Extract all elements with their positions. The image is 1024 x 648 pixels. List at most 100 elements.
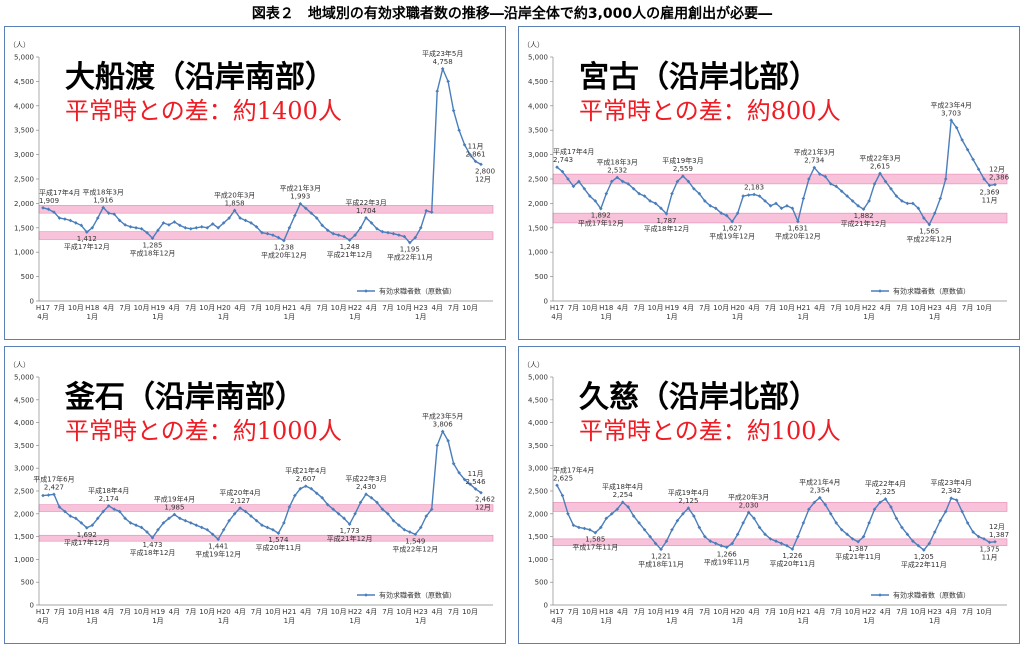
data-annotation: 平成19年4月 bbox=[154, 494, 195, 503]
data-point bbox=[697, 525, 702, 530]
data-label: 2,030 bbox=[739, 501, 759, 509]
data-point bbox=[599, 525, 603, 530]
x-tick-label: H19 1月 bbox=[664, 304, 680, 321]
data-point bbox=[653, 201, 658, 206]
data-point bbox=[293, 493, 297, 498]
data-point bbox=[746, 193, 751, 197]
data-point bbox=[911, 539, 915, 543]
data-point bbox=[167, 516, 171, 521]
data-point bbox=[818, 495, 822, 500]
x-tick-label: 10月 bbox=[462, 304, 479, 312]
data-point bbox=[730, 541, 734, 546]
y-tick-label: 2,500 bbox=[528, 488, 548, 496]
data-point bbox=[309, 211, 314, 215]
data-point bbox=[123, 223, 127, 227]
data-annotation: 平成22年3月 bbox=[345, 198, 386, 207]
data-point bbox=[462, 143, 467, 147]
data-point bbox=[571, 523, 576, 527]
x-tick-label: H17 4月 bbox=[549, 608, 565, 625]
data-label: 1,248 bbox=[340, 243, 360, 251]
data-point bbox=[468, 482, 472, 486]
x-tick-label: H23 1月 bbox=[927, 608, 942, 625]
data-point bbox=[314, 491, 319, 496]
data-label: 1,441 bbox=[208, 542, 228, 550]
data-point bbox=[801, 521, 806, 525]
data-annotation: 平成20年4月 bbox=[219, 488, 260, 497]
x-tick-label: H18 1月 bbox=[85, 608, 100, 625]
x-tick-label: 10月 bbox=[133, 304, 150, 312]
x-tick-label: 7月 bbox=[316, 608, 328, 616]
data-point bbox=[713, 541, 718, 546]
data-point bbox=[938, 196, 943, 201]
data-point bbox=[932, 530, 937, 534]
data-annotation: 11月 bbox=[982, 553, 998, 561]
data-point bbox=[408, 530, 412, 534]
data-point bbox=[418, 226, 423, 230]
data-point bbox=[850, 199, 855, 203]
data-point bbox=[681, 512, 685, 516]
data-point bbox=[692, 514, 696, 518]
y-axis-unit: （人） bbox=[523, 361, 544, 369]
data-point bbox=[52, 210, 56, 214]
x-tick-label: H23 1月 bbox=[927, 304, 942, 321]
x-tick-label: H22 1月 bbox=[861, 304, 877, 321]
x-tick-label: 10月 bbox=[264, 304, 281, 312]
data-point bbox=[670, 191, 674, 196]
x-tick-label: H17 4月 bbox=[549, 304, 565, 321]
data-point bbox=[85, 526, 89, 530]
legend-marker bbox=[364, 593, 368, 597]
legend-marker bbox=[878, 289, 882, 293]
x-tick-label: H20 1月 bbox=[216, 608, 231, 625]
x-tick-label: 10月 bbox=[67, 608, 84, 616]
x-tick-label: 4月 bbox=[682, 304, 695, 312]
x-tick-label: 10月 bbox=[976, 608, 993, 616]
data-label: 1,387 bbox=[989, 531, 1009, 539]
data-point bbox=[74, 221, 78, 225]
data-point bbox=[943, 509, 948, 514]
data-point bbox=[582, 526, 587, 531]
data-point bbox=[391, 231, 396, 236]
data-label: 1,375 bbox=[980, 545, 1000, 553]
data-point bbox=[178, 516, 182, 521]
data-label: 1,226 bbox=[782, 552, 803, 560]
y-tick-label: 2,500 bbox=[14, 488, 34, 496]
data-label: 1,585 bbox=[585, 536, 605, 544]
data-annotation: 平成20年3月 bbox=[728, 492, 769, 501]
data-label: 2,183 bbox=[744, 183, 764, 191]
data-label: 1,882 bbox=[854, 212, 874, 220]
data-point bbox=[369, 496, 374, 500]
data-point bbox=[413, 235, 418, 240]
x-tick-label: 10月 bbox=[330, 304, 347, 312]
data-point bbox=[249, 221, 253, 225]
data-point bbox=[828, 512, 833, 516]
data-label: 2,625 bbox=[553, 474, 573, 482]
data-point bbox=[615, 507, 620, 512]
x-tick-label: 7月 bbox=[119, 608, 131, 616]
data-point bbox=[375, 226, 379, 231]
data-point bbox=[424, 514, 429, 518]
data-point bbox=[227, 216, 231, 220]
data-point bbox=[79, 521, 84, 525]
x-tick-label: 7月 bbox=[699, 304, 711, 312]
data-point bbox=[878, 171, 882, 176]
data-point bbox=[703, 534, 707, 539]
x-tick-label: 10月 bbox=[844, 608, 861, 616]
y-tick-label: 0 bbox=[30, 298, 34, 306]
y-tick-label: 3,000 bbox=[528, 151, 548, 159]
data-point bbox=[971, 530, 975, 534]
data-point bbox=[648, 534, 652, 539]
x-tick-label: H19 1月 bbox=[664, 608, 680, 625]
data-point bbox=[336, 233, 341, 237]
data-point bbox=[320, 496, 325, 500]
x-tick-label: 10月 bbox=[647, 304, 664, 312]
y-tick-label: 3,500 bbox=[14, 442, 34, 450]
data-point bbox=[194, 523, 199, 527]
y-tick-label: 500 bbox=[21, 579, 34, 587]
data-point bbox=[68, 218, 73, 223]
x-tick-label: 7月 bbox=[447, 608, 460, 616]
data-point bbox=[818, 172, 822, 176]
x-tick-label: H17 4月 bbox=[35, 304, 51, 321]
data-point bbox=[659, 206, 663, 211]
data-point bbox=[287, 505, 292, 509]
data-point bbox=[325, 502, 330, 507]
